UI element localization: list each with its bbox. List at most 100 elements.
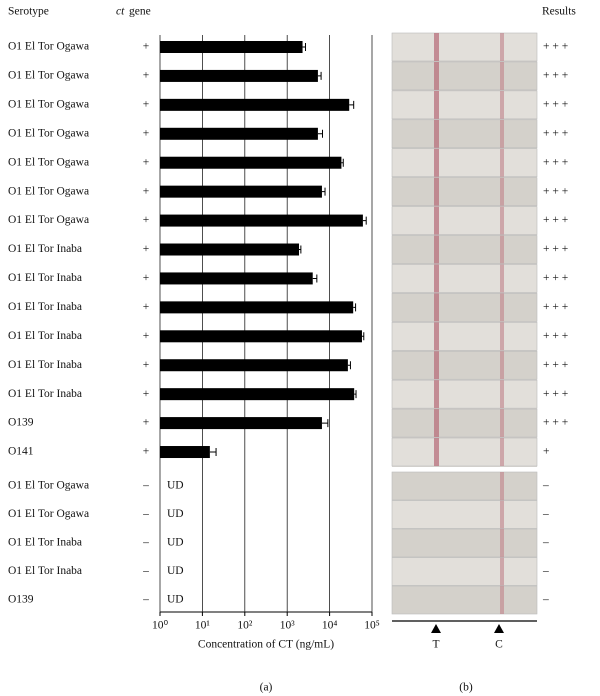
bar xyxy=(160,272,313,285)
control-line xyxy=(500,472,504,500)
x-tick-label: 10⁰ xyxy=(152,620,169,632)
panel-label: (a) xyxy=(260,682,273,694)
ct-gene: + xyxy=(143,70,150,82)
result: – xyxy=(542,508,549,520)
serotype: O1 El Tor Ogawa xyxy=(8,127,89,139)
error-bar xyxy=(302,43,306,51)
test-line xyxy=(434,293,439,322)
ct-gene: + xyxy=(143,243,150,255)
result: – xyxy=(542,480,549,492)
value-label: UD xyxy=(167,480,184,492)
error-bar xyxy=(341,158,344,167)
strip xyxy=(391,471,538,501)
strip xyxy=(391,293,538,322)
serotype: O1 El Tor Inaba xyxy=(8,301,82,313)
error-bar xyxy=(347,361,351,370)
x-tick-label: 10² xyxy=(237,620,253,632)
control-line xyxy=(500,409,504,438)
ct-gene: + xyxy=(143,359,150,371)
test-line xyxy=(434,206,439,235)
error-bar xyxy=(317,71,322,80)
ct-gene: + xyxy=(143,156,150,168)
control-line xyxy=(500,61,504,90)
bar xyxy=(160,185,322,198)
strip xyxy=(391,350,538,380)
test-line xyxy=(434,380,439,409)
serotype: O1 El Tor Inaba xyxy=(8,537,82,549)
ct-gene: + xyxy=(143,214,150,226)
strip xyxy=(391,177,538,206)
bar xyxy=(160,359,348,372)
result: + + + xyxy=(543,301,568,313)
error-bar xyxy=(317,129,323,138)
strip xyxy=(391,148,538,178)
bar xyxy=(160,301,354,314)
test-line xyxy=(434,322,439,351)
value-label: UD xyxy=(167,594,184,606)
test-line xyxy=(434,33,439,61)
test-line xyxy=(434,90,439,119)
control-line xyxy=(500,206,504,235)
serotype: O1 El Tor Inaba xyxy=(8,388,82,400)
arrow xyxy=(431,624,441,633)
arrow xyxy=(494,624,504,633)
strip xyxy=(391,321,538,351)
result: + + + xyxy=(543,243,568,255)
control-line xyxy=(500,586,504,614)
bar xyxy=(160,41,303,53)
strip-label: C xyxy=(495,639,503,651)
bar xyxy=(160,243,300,256)
serotype: O1 El Tor Ogawa xyxy=(8,99,89,111)
bar xyxy=(160,156,342,169)
serotype: O1 El Tor Inaba xyxy=(8,243,82,255)
bar xyxy=(160,127,318,140)
value-label: UD xyxy=(167,565,184,577)
strip xyxy=(391,557,538,586)
error-bar xyxy=(361,332,365,341)
serotype: O1 El Tor Inaba xyxy=(8,272,82,284)
ct-gene: + xyxy=(143,99,150,111)
error-bar xyxy=(321,187,326,196)
ct-gene: – xyxy=(142,480,149,492)
test-line xyxy=(434,351,439,380)
ct-gene: + xyxy=(143,417,150,429)
x-axis-label: Concentration of CT (ng/mL) xyxy=(198,639,334,651)
strip xyxy=(391,437,538,467)
error-bar xyxy=(321,419,329,428)
test-line xyxy=(434,438,439,467)
ct-gene: + xyxy=(143,127,150,139)
error-bar xyxy=(349,100,355,109)
result: – xyxy=(542,565,549,577)
result: + + + xyxy=(543,417,568,429)
ct-gene: + xyxy=(143,185,150,197)
strip xyxy=(391,408,538,438)
result: + + + xyxy=(543,330,568,342)
ct-gene: – xyxy=(142,508,149,520)
serotype: O139 xyxy=(8,417,34,429)
result: + + + xyxy=(543,214,568,226)
value-label: UD xyxy=(167,537,184,549)
error-bar xyxy=(312,274,318,283)
strip xyxy=(391,119,538,149)
strip xyxy=(391,585,538,615)
bar xyxy=(160,214,363,227)
serotype: O1 El Tor Inaba xyxy=(8,359,82,371)
ct-gene: + xyxy=(143,41,150,53)
ct-header: ct xyxy=(116,6,125,18)
result: + + + xyxy=(543,156,568,168)
ct-gene: + xyxy=(143,330,150,342)
control-line xyxy=(500,557,504,586)
control-line xyxy=(500,380,504,409)
strip xyxy=(391,379,538,409)
strip xyxy=(391,235,538,264)
serotype: O1 El Tor Ogawa xyxy=(8,480,89,492)
test-line xyxy=(434,177,439,206)
test-line xyxy=(434,409,439,438)
error-bar xyxy=(362,216,367,225)
panel-label: (b) xyxy=(459,682,473,694)
results-header: Results xyxy=(542,6,576,18)
result: + xyxy=(543,446,550,458)
bar xyxy=(160,98,350,111)
control-line xyxy=(500,293,504,322)
serotype: O1 El Tor Ogawa xyxy=(8,185,89,197)
